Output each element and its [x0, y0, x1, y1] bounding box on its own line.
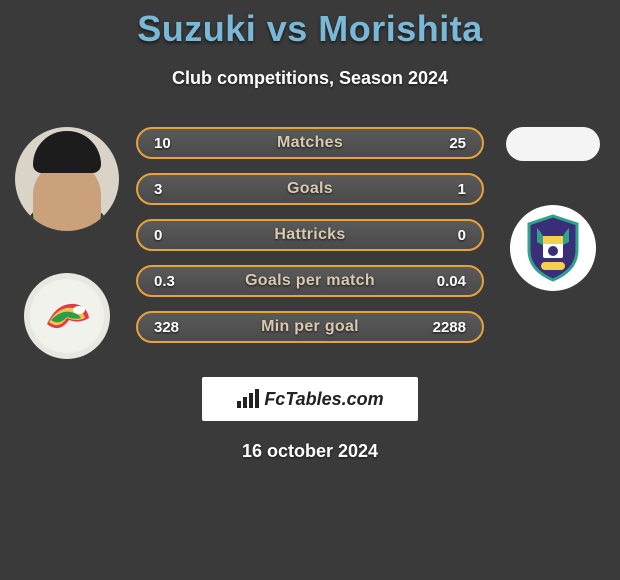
left-player-column — [0, 127, 130, 359]
stat-bar: 3Goals1 — [136, 173, 484, 205]
page-title: Suzuki vs Morishita — [0, 8, 620, 50]
left-club-badge — [24, 273, 110, 359]
main-row: 10Matches25 3Goals1 0Hattricks0 0.3Goals pe… — [0, 127, 620, 359]
date-text: 16 october 2024 — [0, 441, 620, 462]
watermark-text: FcTables.com — [264, 389, 383, 410]
shield-badge-icon — [523, 214, 583, 282]
watermark: FcTables.com — [202, 377, 418, 421]
right-player-column — [490, 127, 620, 359]
stats-column: 10Matches25 3Goals1 0Hattricks0 0.3Goals pe… — [130, 127, 490, 359]
subtitle: Club competitions, Season 2024 — [0, 68, 620, 89]
stat-bar: 328Min per goal2288 — [136, 311, 484, 343]
stat-label: Goals — [138, 180, 482, 198]
bird-badge-icon — [35, 284, 99, 348]
stat-label: Goals per match — [138, 272, 482, 290]
right-club-badge — [510, 205, 596, 291]
stat-label: Matches — [138, 134, 482, 152]
stat-label: Hattricks — [138, 226, 482, 244]
stat-bar: 0Hattricks0 — [136, 219, 484, 251]
stat-label: Min per goal — [138, 318, 482, 336]
right-player-avatar — [506, 127, 600, 161]
stat-bar: 10Matches25 — [136, 127, 484, 159]
left-player-avatar — [15, 127, 119, 231]
bars-icon — [236, 389, 260, 409]
comparison-card: Suzuki vs Morishita Club competitions, S… — [0, 0, 620, 462]
stat-bar: 0.3Goals per match0.04 — [136, 265, 484, 297]
